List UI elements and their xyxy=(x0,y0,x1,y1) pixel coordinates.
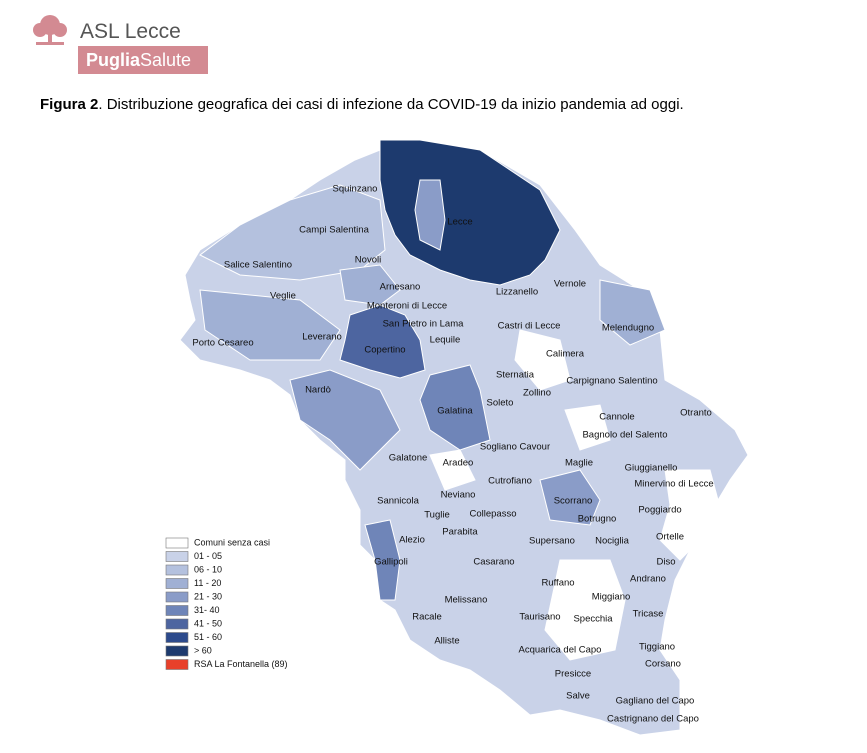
legend-swatch xyxy=(165,564,189,576)
legend-swatch xyxy=(165,605,189,616)
caption-label: Figura 2 xyxy=(40,96,99,113)
legend-label: 11 - 20 xyxy=(194,578,221,588)
caption: Figura 2. Distribuzione geografica dei c… xyxy=(40,96,684,113)
label: Sannicola xyxy=(377,496,419,507)
label: Nardò xyxy=(305,385,331,396)
label: Taurisano xyxy=(519,612,560,623)
legend-label: 31- 40 xyxy=(194,605,220,615)
label: Collepasso xyxy=(470,509,517,520)
brand-light: Salute xyxy=(140,50,192,70)
label: Tricase xyxy=(633,609,664,620)
label: Salice Salentino xyxy=(224,260,292,271)
label: Castri di Lecce xyxy=(498,321,561,332)
label: Minervino di Lecce xyxy=(634,479,713,490)
label: Tuglie xyxy=(424,510,450,521)
label: Cannole xyxy=(599,412,634,423)
label: San Pietro in Lama xyxy=(383,319,465,330)
label: Galatina xyxy=(437,406,473,417)
label: Melendugno xyxy=(602,323,654,334)
label: Alezio xyxy=(399,535,425,546)
label: Giuggianello xyxy=(625,463,678,474)
label: Casarano xyxy=(473,557,514,568)
label: Galatone xyxy=(389,453,428,464)
label: Novoli xyxy=(355,255,381,266)
legend-swatch xyxy=(165,618,189,630)
label: Botrugno xyxy=(578,514,617,525)
legend-swatch xyxy=(165,537,189,549)
label: Ortelle xyxy=(656,532,684,543)
caption-text: . Distribuzione geografica dei casi di i… xyxy=(98,96,684,113)
label: Nociglia xyxy=(595,536,630,547)
label: Arnesano xyxy=(380,282,421,293)
label: Melissano xyxy=(445,595,488,606)
label: Neviano xyxy=(441,490,476,501)
label: Leverano xyxy=(302,332,342,343)
province-map xyxy=(179,139,749,736)
label: Cutrofiano xyxy=(488,476,532,487)
label: Lequile xyxy=(430,335,461,346)
municipality-labels: Squinzano Campi Salentina Lecce Salice S… xyxy=(192,184,713,725)
label: Porto Cesareo xyxy=(192,338,253,349)
label: Carpignano Salentino xyxy=(566,376,657,387)
label: Vernole xyxy=(554,279,586,290)
label: Ruffano xyxy=(541,578,574,589)
legend-label: 41 - 50 xyxy=(194,618,222,628)
label: Lecce xyxy=(447,217,472,228)
legend-swatch xyxy=(165,551,189,562)
label: Miggiano xyxy=(592,592,631,603)
label: Bagnolo del Salento xyxy=(582,430,667,441)
org-name: ASL Lecce xyxy=(80,20,181,43)
legend-label: 21 - 30 xyxy=(194,591,222,601)
legend-label: RSA La Fontanella (89) xyxy=(194,659,288,669)
legend-label: 06 - 10 xyxy=(194,564,222,574)
legend-swatch xyxy=(165,632,189,643)
label: Racale xyxy=(412,612,442,623)
label: Copertino xyxy=(364,345,405,356)
label: Corsano xyxy=(645,659,681,670)
label: Calimera xyxy=(546,349,585,360)
label: Parabita xyxy=(442,527,478,538)
logo-icon xyxy=(33,15,67,45)
label: Gagliano del Capo xyxy=(616,696,695,707)
label: Supersano xyxy=(529,536,575,547)
legend-label: 01 - 05 xyxy=(194,551,222,561)
label: Acquarica del Capo xyxy=(519,645,602,656)
label: Lizzanello xyxy=(496,287,538,298)
label: Specchia xyxy=(573,614,613,625)
label: Zollino xyxy=(523,388,551,399)
label: Campi Salentina xyxy=(299,225,369,236)
label: Squinzano xyxy=(333,184,378,195)
legend-label: 51 - 60 xyxy=(194,632,222,642)
label: Salve xyxy=(566,691,590,702)
legend-swatch xyxy=(165,578,189,589)
label: Soleto xyxy=(487,398,514,409)
brand-bold: Puglia xyxy=(86,50,141,70)
label: Monteroni di Lecce xyxy=(367,301,447,312)
brand-bar: PugliaSalute xyxy=(78,46,208,74)
label: Scorrano xyxy=(554,496,593,507)
legend-label: > 60 xyxy=(194,645,212,655)
legend-label: Comuni senza casi xyxy=(194,537,270,547)
label: Andrano xyxy=(630,574,666,585)
label: Aradeo xyxy=(443,458,474,469)
label: Otranto xyxy=(680,408,712,419)
label: Veglie xyxy=(270,291,296,302)
label: Tiggiano xyxy=(639,642,675,653)
label: Alliste xyxy=(434,636,459,647)
label: Diso xyxy=(656,557,675,568)
label: Sogliano Cavour xyxy=(480,442,550,453)
legend-swatch xyxy=(165,659,189,670)
label: Poggiardo xyxy=(638,505,681,516)
label: Sternatia xyxy=(496,370,535,381)
label: Maglie xyxy=(565,458,593,469)
label: Presicce xyxy=(555,669,591,680)
legend: Comuni senza casi 01 - 05 06 - 10 11 - 20 21… xyxy=(165,537,288,670)
legend-swatch xyxy=(165,591,189,603)
label: Gallipoli xyxy=(374,557,408,568)
label: Castrignano del Capo xyxy=(607,714,699,725)
legend-swatch xyxy=(165,645,189,657)
